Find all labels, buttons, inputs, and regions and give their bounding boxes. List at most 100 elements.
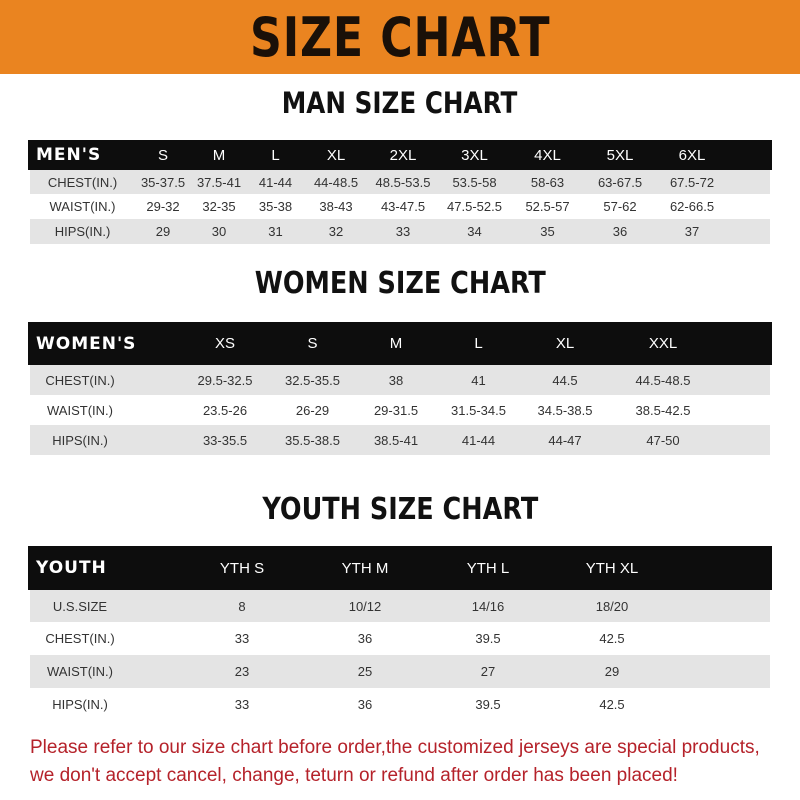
table-row: HIPS(IN.) 29 30 31 32 33 34 35 36 37 — [30, 219, 770, 244]
row-label: WAIST(IN.) — [47, 402, 113, 418]
table-cell: 44-47 — [548, 432, 582, 448]
table-cell: 36 — [357, 631, 373, 646]
row-label: WAIST(IN.) — [47, 664, 113, 679]
women-title-text: WOMEN SIZE CHART — [254, 266, 546, 301]
table-cell: 41-44 — [461, 432, 496, 448]
men-section-title: MAN SIZE CHART — [0, 86, 800, 120]
table-row: CHEST(IN.) 33 36 39.5 42.5 — [30, 622, 770, 655]
banner-title: SIZE CHART — [249, 5, 551, 69]
table-cell: 63-67.5 — [597, 174, 643, 190]
table-cell: 38-43 — [319, 199, 353, 214]
women-size-table: WOMEN'S XS S M L XL XXL CHEST(IN.) 29.5-32.5 32.5… — [28, 322, 772, 455]
size-header-cell: 4XL — [534, 146, 561, 164]
table-cell: 38 — [388, 372, 404, 388]
table-cell: 53.5-58 — [452, 174, 497, 190]
men-title-text: MAN SIZE CHART — [282, 86, 518, 120]
table-header-row: MEN'S S M L XL 2XL 3XL 4XL 5XL 6XL — [28, 140, 772, 170]
table-header-row: WOMEN'S XS S M L XL XXL — [28, 322, 772, 365]
table-cell: 29 — [604, 664, 620, 679]
size-header-cell: 5XL — [606, 146, 634, 164]
table-cell: 32-35 — [202, 199, 236, 214]
size-header-cell: YTH XL — [585, 559, 639, 577]
row-label: HIPS(IN.) — [52, 432, 108, 448]
table-row: CHEST(IN.) 29.5-32.5 32.5-35.5 38 41 44.5 44.5… — [30, 365, 770, 395]
size-header-cell: 2XL — [389, 146, 417, 164]
table-cell: 47-50 — [646, 432, 680, 448]
table-cell: 44-48.5 — [313, 174, 359, 190]
table-cell: 26-29 — [295, 402, 330, 418]
size-header-cell: XL — [555, 335, 575, 352]
table-cell: 31.5-34.5 — [451, 402, 506, 418]
table-title-cell: MEN'S — [36, 145, 102, 165]
row-label: WAIST(IN.) — [49, 199, 116, 214]
table-cell: 41 — [471, 372, 486, 388]
table-cell: 39.5 — [475, 696, 501, 712]
row-label: CHEST(IN.) — [45, 631, 115, 646]
size-header-cell: 3XL — [461, 146, 488, 164]
table-cell: 29-31.5 — [373, 402, 419, 418]
row-label: CHEST(IN.) — [47, 174, 118, 190]
size-header-cell: M — [212, 146, 226, 164]
table-cell: 8 — [238, 598, 246, 614]
table-cell: 29 — [155, 224, 171, 239]
size-header-cell: XXL — [648, 335, 678, 352]
row-label: U.S.SIZE — [52, 598, 108, 614]
table-cell: 42.5 — [599, 631, 625, 646]
size-header-cell: S — [157, 146, 168, 164]
row-label: CHEST(IN.) — [45, 372, 115, 388]
table-cell: 27 — [480, 664, 496, 679]
table-cell: 23 — [234, 664, 250, 679]
table-cell: 14/16 — [471, 598, 505, 614]
table-cell: 32.5-35.5 — [285, 372, 340, 388]
table-cell: 23.5-26 — [202, 402, 248, 418]
table-title-cell: WOMEN'S — [36, 333, 137, 354]
table-row: WAIST(IN.) 23 25 27 29 — [30, 655, 770, 688]
table-cell: 37 — [684, 224, 700, 239]
table-cell: 39.5 — [475, 631, 501, 646]
table-cell: 52.5-57 — [525, 199, 570, 214]
table-cell: 58-63 — [530, 174, 565, 190]
order-notice-line-2: we don't accept cancel, change, teturn o… — [30, 765, 678, 786]
table-cell: 48.5-53.5 — [375, 174, 431, 190]
table-header-row: YOUTH YTH S YTH M YTH L YTH XL — [28, 546, 772, 590]
youth-size-table: YOUTH YTH S YTH M YTH L YTH XL U.S.SIZE 8 10/12… — [28, 546, 772, 720]
table-cell: 18/20 — [595, 598, 629, 614]
size-header-cell: YTH M — [341, 559, 389, 577]
youth-title-text: YOUTH SIZE CHART — [262, 492, 538, 527]
table-cell: 33 — [234, 631, 250, 646]
table-cell: 38.5-41 — [373, 432, 419, 448]
table-cell: 36 — [357, 696, 373, 712]
women-section-title: WOMEN SIZE CHART — [0, 266, 800, 301]
size-chart-banner: SIZE CHART — [0, 0, 800, 74]
table-cell: 47.5-52.5 — [447, 199, 502, 214]
size-header-cell: M — [389, 335, 403, 352]
table-cell: 35 — [540, 224, 555, 239]
table-cell: 34.5-38.5 — [537, 402, 593, 418]
row-label: HIPS(IN.) — [52, 696, 108, 712]
table-cell: 10/12 — [348, 598, 382, 614]
size-header-cell: 6XL — [678, 146, 706, 164]
table-row: CHEST(IN.) 35-37.5 37.5-41 41-44 44-48.5 48.5… — [30, 170, 770, 194]
table-row: HIPS(IN.) 33-35.5 35.5-38.5 38.5-41 41-44 44-… — [30, 425, 770, 455]
table-cell: 35-38 — [258, 199, 293, 214]
table-row: U.S.SIZE 8 10/12 14/16 18/20 — [30, 590, 770, 622]
size-header-cell: L — [474, 335, 483, 352]
table-cell: 44.5 — [552, 372, 578, 388]
table-cell: 33 — [234, 696, 250, 712]
table-cell: 42.5 — [599, 696, 625, 712]
row-label: HIPS(IN.) — [54, 224, 111, 239]
table-cell: 57-62 — [603, 199, 637, 214]
size-header-cell: YTH S — [219, 559, 265, 577]
youth-section-title: YOUTH SIZE CHART — [0, 492, 800, 527]
table-cell: 33-35.5 — [202, 432, 248, 448]
table-cell: 29-32 — [146, 199, 180, 214]
table-cell: 44.5-48.5 — [635, 372, 691, 388]
table-cell: 31 — [268, 224, 283, 239]
table-cell: 43-47.5 — [380, 199, 426, 214]
size-header-cell: XS — [214, 335, 235, 352]
size-header-cell: YTH L — [466, 559, 510, 577]
table-cell: 33 — [395, 224, 411, 239]
size-header-cell: XL — [326, 146, 346, 164]
table-title-cell: YOUTH — [36, 558, 107, 578]
size-header-cell: L — [271, 146, 280, 164]
